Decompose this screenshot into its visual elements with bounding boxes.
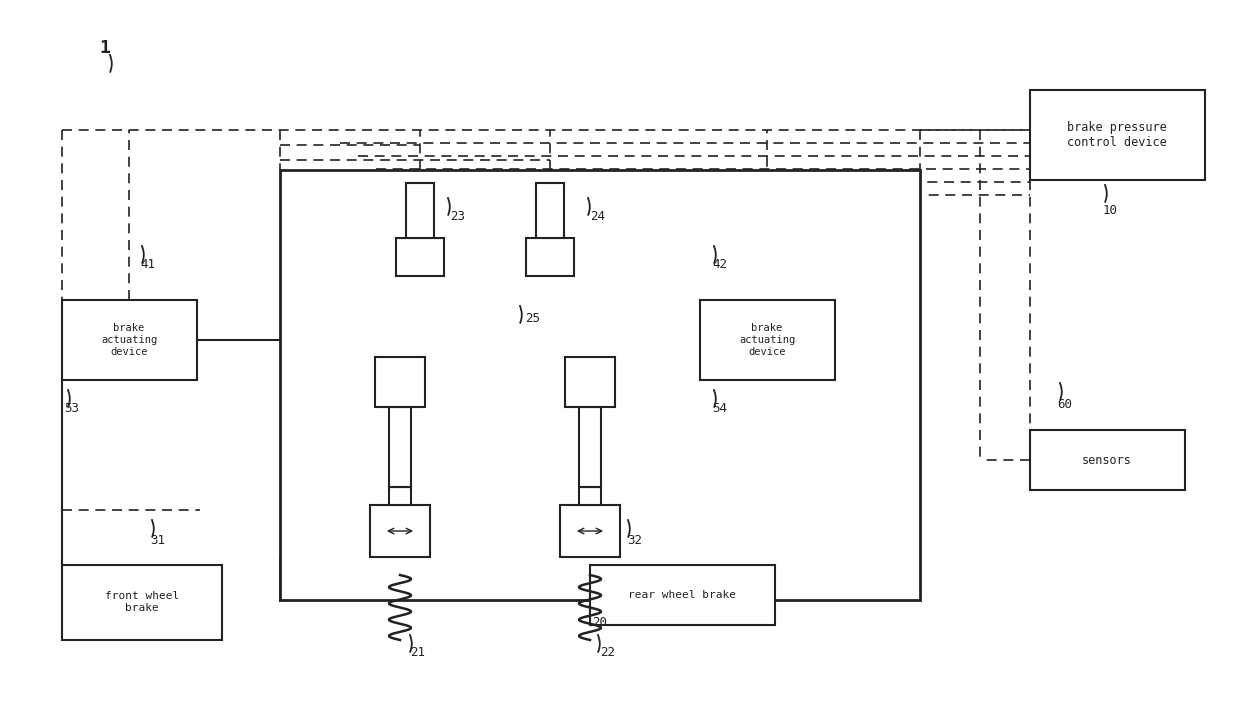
Text: 10: 10 [1102, 204, 1117, 217]
Text: brake pressure
control device: brake pressure control device [1068, 121, 1167, 149]
Bar [62, 300, 197, 380]
Text: 20: 20 [593, 616, 608, 629]
Bar [565, 357, 615, 407]
Bar [579, 407, 601, 487]
Bar [389, 487, 410, 505]
Text: 41: 41 [140, 259, 155, 271]
Text: brake
actuating
device: brake actuating device [739, 324, 795, 357]
Text: 24: 24 [590, 209, 605, 222]
Bar [701, 300, 835, 380]
Text: brake
actuating
device: brake actuating device [100, 324, 157, 357]
Bar [590, 565, 775, 625]
Text: 42: 42 [713, 259, 728, 271]
Bar [62, 565, 222, 640]
Text: 25: 25 [526, 313, 541, 326]
Text: 21: 21 [410, 646, 425, 659]
Text: 31: 31 [150, 534, 165, 547]
Bar [579, 487, 601, 505]
Bar [1030, 90, 1205, 180]
Text: rear wheel brake: rear wheel brake [627, 590, 737, 600]
Bar [370, 505, 430, 557]
Text: 23: 23 [450, 209, 465, 222]
Text: 53: 53 [64, 401, 79, 414]
Text: front wheel
brake: front wheel brake [105, 591, 179, 613]
Bar [374, 357, 425, 407]
Text: sensors: sensors [1083, 454, 1132, 467]
Text: 32: 32 [627, 534, 642, 547]
Bar [389, 407, 410, 487]
Text: 1: 1 [99, 39, 110, 57]
Bar [526, 238, 574, 276]
Bar [1030, 430, 1185, 490]
Text: 60: 60 [1058, 398, 1073, 411]
Bar [560, 505, 620, 557]
Bar [396, 238, 444, 276]
Text: 54: 54 [713, 401, 728, 414]
Bar [536, 183, 564, 238]
Text: 22: 22 [600, 646, 615, 659]
Bar [280, 170, 920, 600]
Bar [405, 183, 434, 238]
